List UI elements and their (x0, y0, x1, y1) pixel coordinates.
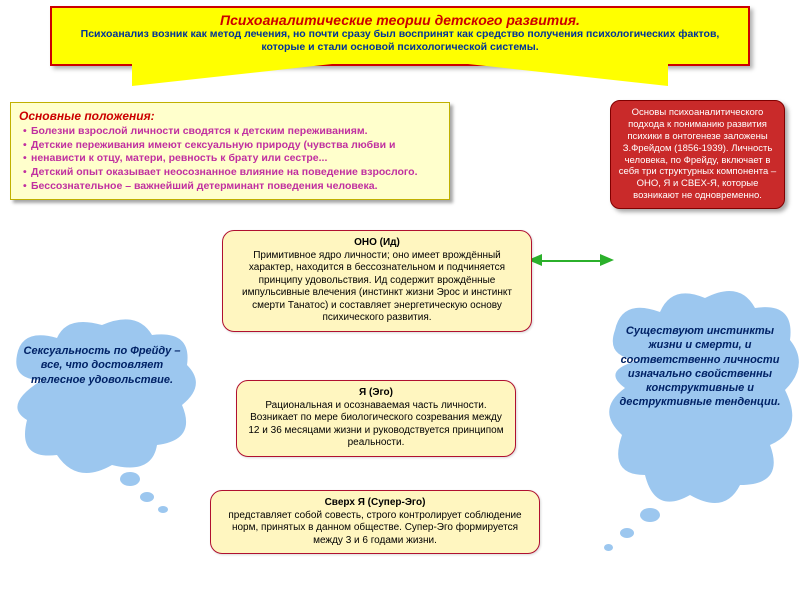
subtitle: Психоанализ возник как метод лечения, но… (60, 28, 740, 54)
list-item: Болезни взрослой личности сводятся к дет… (23, 125, 441, 139)
title-banner: Психоаналитические теории детского разви… (50, 6, 750, 66)
arrow-icon (600, 254, 614, 266)
main-points-box: Основные положения: Болезни взрослой лич… (10, 102, 450, 200)
list-item: Детские переживания имеют сексуальную пр… (23, 139, 441, 153)
cloud-tail-icon (158, 506, 168, 513)
superego-box: Сверх Я (Супер-Эго) представляет собой с… (210, 490, 540, 554)
ego-body: Рациональная и осознаваемая часть личнос… (247, 400, 505, 450)
cloud-tail-icon (620, 528, 634, 538)
superego-body: представляет собой совесть, строго контр… (221, 510, 529, 548)
list-item: Бессознательное – важнейший детерминант … (23, 180, 441, 194)
list-item: Детский опыт оказывает неосознанное влия… (23, 166, 441, 180)
list-item: ненависти к отцу, матери, ревность к бра… (23, 152, 441, 166)
cloud-left-text: Сексуальность по Фрейду – все, что досто… (24, 345, 181, 386)
id-title: ОНО (Ид) (233, 237, 521, 250)
ego-box: Я (Эго) Рациональная и осознаваемая част… (236, 380, 516, 457)
cloud-tail-icon (140, 492, 154, 502)
main-title: Психоаналитические теории детского разви… (60, 12, 740, 28)
cloud-right-text: Существуют инстинкты жизни и смерти, и с… (620, 325, 781, 408)
cloud-tail-icon (604, 544, 613, 551)
cloud-shape-icon (2, 310, 202, 480)
superego-title: Сверх Я (Супер-Эго) (221, 497, 529, 510)
id-body: Примитивное ядро личности; оно имеет вро… (233, 250, 521, 325)
cloud-left: Сексуальность по Фрейду – все, что досто… (2, 310, 202, 480)
ego-title: Я (Эго) (247, 387, 505, 400)
cloud-right: Существуют инстинкты жизни и смерти, и с… (600, 280, 800, 520)
main-points-heading: Основные положения: (19, 109, 441, 123)
arrow-line (540, 260, 600, 262)
founders-box: Основы психоаналитического подхода к пон… (610, 100, 785, 209)
id-box: ОНО (Ид) Примитивное ядро личности; оно … (222, 230, 532, 332)
main-points-list: Болезни взрослой личности сводятся к дет… (19, 125, 441, 193)
